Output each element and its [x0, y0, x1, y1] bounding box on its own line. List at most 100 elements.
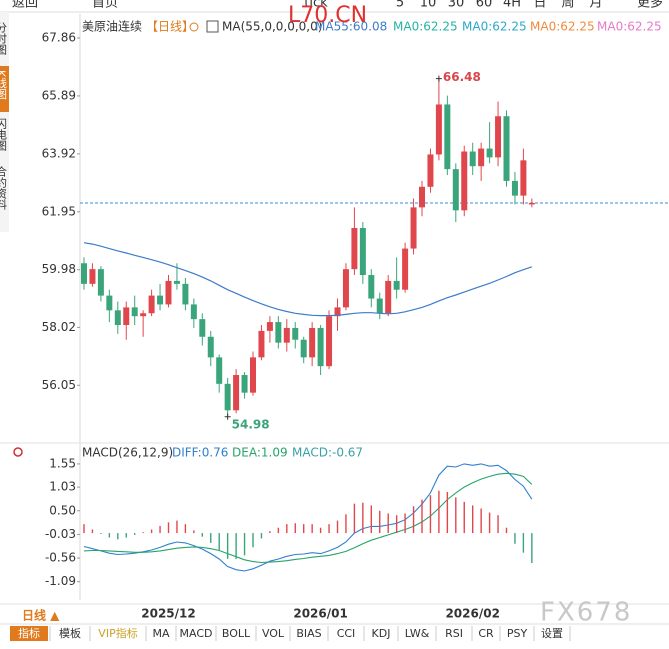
- annotation-label: 54.98: [232, 417, 270, 431]
- side-tab[interactable]: 闪电图: [0, 117, 8, 152]
- y-tick-label: 65.89: [42, 88, 76, 102]
- indicator-tab[interactable]: 模板: [59, 626, 81, 640]
- side-tab[interactable]: 合约资料: [0, 165, 8, 211]
- candle-body: [233, 375, 240, 411]
- y-tick-label: 61.95: [42, 204, 76, 218]
- toolbar-item[interactable]: 返回: [12, 0, 38, 11]
- macd-line: [83, 463, 533, 572]
- candle-body: [173, 280, 180, 284]
- toolbar-item[interactable]: 更多: [637, 0, 663, 11]
- indicator-tab[interactable]: MACD: [180, 627, 213, 640]
- candle-body: [131, 307, 138, 317]
- y-tick-label: 1.55: [49, 456, 76, 470]
- y-tick-label: 0.50: [49, 503, 76, 517]
- legend-entry: DIFF:0.76: [172, 446, 228, 460]
- chart-subtitle: 【日线】: [146, 20, 194, 34]
- toolbar-item[interactable]: 4H: [503, 0, 521, 11]
- candle-body: [216, 357, 223, 384]
- indicator-tab[interactable]: VIP指标: [98, 626, 137, 640]
- candle-body: [140, 313, 147, 317]
- indicator-tab[interactable]: LW&: [405, 627, 430, 640]
- watermark: FX678: [540, 598, 632, 628]
- toolbar-item[interactable]: 30: [448, 0, 465, 11]
- overlay-text: L70.CN: [288, 3, 367, 28]
- candle-body: [402, 248, 409, 290]
- candle-body: [81, 263, 87, 284]
- candle-body: [157, 295, 164, 305]
- y-tick-label: 58.02: [42, 320, 76, 334]
- indicator-tab[interactable]: RSI: [445, 627, 463, 640]
- candle-body: [427, 154, 434, 187]
- settings-icon[interactable]: [13, 447, 23, 457]
- candle-body: [292, 327, 299, 340]
- candle-body: [393, 280, 400, 290]
- x-tick-label: 2026/01: [293, 607, 347, 621]
- toolbar-item[interactable]: 周: [561, 0, 574, 11]
- candle-body: [106, 295, 113, 311]
- toolbar-item[interactable]: 60: [476, 0, 493, 11]
- ma-line: [83, 242, 532, 317]
- indicator-tab[interactable]: 指标: [18, 626, 40, 640]
- indicator-tab[interactable]: KDJ: [372, 627, 391, 640]
- indicator-tab[interactable]: MA: [152, 627, 169, 640]
- candle-body: [123, 307, 130, 326]
- toolbar-item[interactable]: 10: [420, 0, 437, 11]
- indicator-tab[interactable]: PSY: [507, 627, 528, 640]
- candle-body: [461, 151, 468, 211]
- candle-body: [368, 275, 375, 299]
- candle-body: [148, 295, 155, 314]
- indicator-tab[interactable]: CR: [478, 627, 494, 640]
- candle-body: [419, 186, 425, 208]
- indicator-tab-active: [10, 626, 48, 641]
- candle-body: [275, 322, 282, 343]
- annotation-marker: [435, 75, 442, 82]
- indicator-tab[interactable]: BOLL: [222, 627, 251, 640]
- candle-body: [114, 310, 121, 326]
- candle-body: [495, 116, 502, 158]
- indicator-label: MA(55,0,0,0,0,0): [222, 20, 322, 34]
- y-tick-label: -1.09: [45, 574, 76, 588]
- toolbar-item[interactable]: 月: [589, 0, 602, 11]
- legend-entry: MACD:-0.67: [292, 446, 363, 460]
- add-icon[interactable]: [189, 22, 199, 32]
- indicator-tab[interactable]: VOL: [262, 627, 285, 640]
- candle-body: [385, 280, 392, 314]
- candle-body: [250, 357, 256, 393]
- x-tick-label: 2026/02: [445, 607, 499, 621]
- legend-entry: DEA:1.09: [232, 446, 288, 460]
- y-tick-label: -0.56: [45, 551, 76, 565]
- indicator-tab[interactable]: BIAS: [296, 627, 321, 640]
- indicator-tab[interactable]: CCI: [337, 627, 356, 640]
- candle-body: [528, 202, 535, 205]
- toolbar-item[interactable]: 日: [533, 0, 546, 11]
- y-tick-label: 1.03: [49, 480, 76, 494]
- side-tab[interactable]: 分时图: [0, 22, 8, 56]
- ma-icon[interactable]: [206, 20, 219, 33]
- period-button[interactable]: 日线 ▲: [22, 608, 60, 623]
- toolbar-item[interactable]: tick: [304, 0, 328, 11]
- candle-body: [224, 383, 231, 411]
- candle-body: [486, 148, 493, 158]
- annotation-marker: [224, 413, 231, 420]
- annotation-label: 66.48: [443, 70, 481, 84]
- legend-entry: MA0:62.25: [530, 20, 595, 34]
- side-tab[interactable]: K线图: [0, 70, 8, 100]
- candle-body: [376, 298, 383, 314]
- legend-entry: MA0:62.25: [597, 20, 662, 34]
- candle-body: [359, 227, 366, 276]
- candle-body: [309, 327, 316, 358]
- candle-body: [503, 116, 510, 181]
- candle-body: [97, 269, 104, 296]
- legend-entry: MA0:62.25: [462, 20, 527, 34]
- y-tick-label: 67.86: [42, 30, 76, 44]
- candle-body: [410, 207, 417, 249]
- y-tick-label: 59.98: [42, 262, 76, 276]
- toolbar-item[interactable]: 首页: [92, 0, 118, 11]
- indicator-tab[interactable]: 设置: [541, 627, 563, 640]
- candle-body: [190, 304, 197, 320]
- y-tick-label: -0.03: [45, 527, 76, 541]
- candle-body: [266, 322, 273, 331]
- y-tick-label: 56.05: [42, 378, 76, 392]
- toolbar-item[interactable]: 5: [396, 0, 404, 11]
